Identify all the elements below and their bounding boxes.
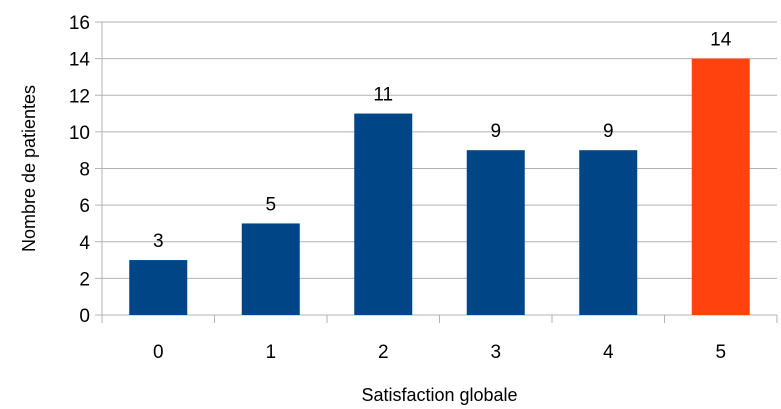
bar xyxy=(241,223,300,315)
bar xyxy=(691,58,750,315)
data-label: 3 xyxy=(153,231,164,252)
data-labels: 3 5 11 9 9 14 xyxy=(153,30,732,252)
y-tick-label: 8 xyxy=(79,160,90,181)
y-tick-label: 14 xyxy=(69,50,91,71)
bar xyxy=(579,150,638,315)
y-tick-label: 0 xyxy=(79,306,90,327)
bar xyxy=(354,113,413,315)
x-tick-label: 4 xyxy=(603,342,614,363)
y-tick-label: 2 xyxy=(79,269,90,290)
y-tick-label: 6 xyxy=(79,196,90,217)
data-label: 9 xyxy=(490,121,501,142)
bar xyxy=(466,150,525,315)
y-axis-ticks: 0 2 4 6 8 10 12 14 16 xyxy=(69,13,102,327)
y-axis-title: Nombre de patientes xyxy=(19,85,39,252)
x-tick-label: 3 xyxy=(490,342,501,363)
bar xyxy=(129,260,188,315)
data-label: 11 xyxy=(373,85,393,106)
bars xyxy=(129,58,750,315)
data-label: 5 xyxy=(265,194,276,215)
y-tick-label: 16 xyxy=(69,13,90,34)
x-tick-label: 2 xyxy=(378,342,389,363)
y-tick-label: 4 xyxy=(79,233,90,254)
x-tick-label: 5 xyxy=(715,342,726,363)
x-axis-ticks: 0 1 2 3 4 5 xyxy=(101,315,778,363)
data-label: 9 xyxy=(603,121,614,142)
x-axis-title: Satisfaction globale xyxy=(361,385,517,405)
y-tick-label: 12 xyxy=(69,86,90,107)
data-label: 14 xyxy=(710,30,732,51)
x-tick-label: 1 xyxy=(265,342,276,363)
y-tick-label: 10 xyxy=(69,123,90,144)
gridlines xyxy=(101,21,777,316)
x-tick-label: 0 xyxy=(153,342,164,363)
